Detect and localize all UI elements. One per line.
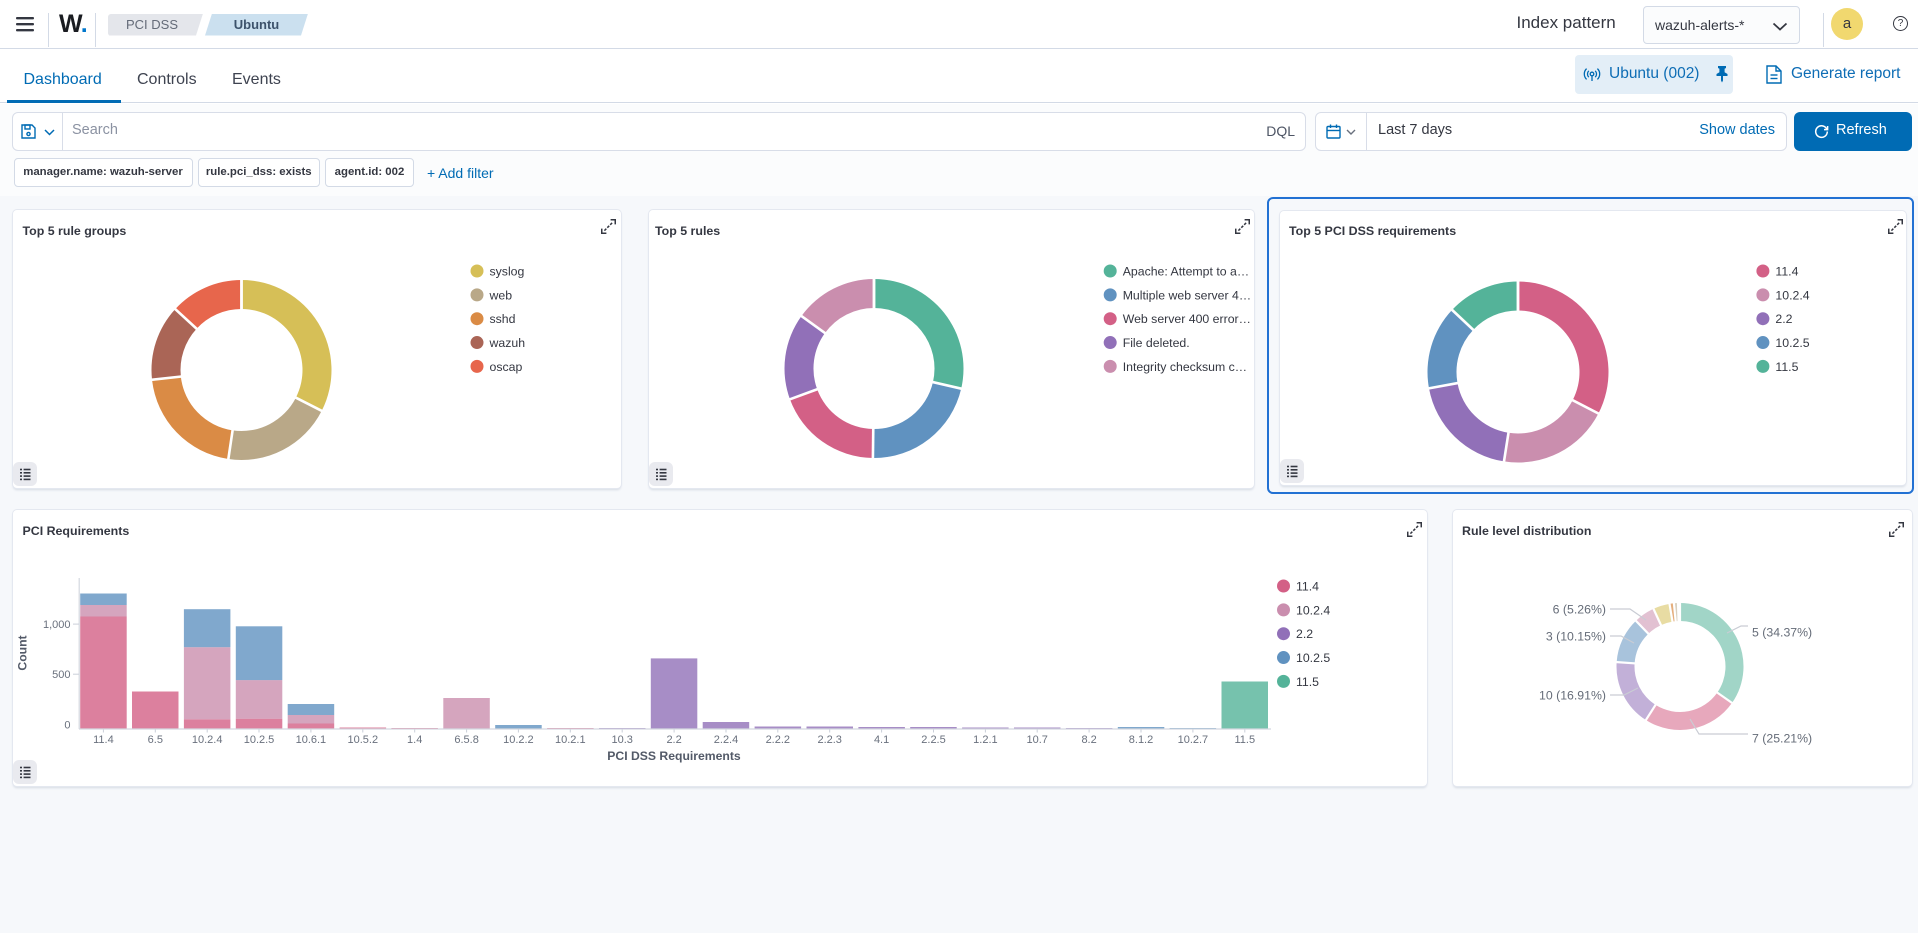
svg-text:1.2.1: 1.2.1 (973, 734, 997, 746)
svg-text:11.4: 11.4 (1296, 580, 1319, 594)
svg-text:6.5.8: 6.5.8 (454, 734, 478, 746)
svg-text:500: 500 (52, 669, 70, 681)
svg-text:wazuh: wazuh (489, 336, 526, 350)
svg-text:10.2.5: 10.2.5 (1296, 651, 1330, 665)
svg-text:10.2.5: 10.2.5 (1775, 336, 1809, 350)
svg-text:8.1.2: 8.1.2 (1129, 734, 1153, 746)
svg-text:2.2: 2.2 (1775, 312, 1792, 326)
svg-text:11.4: 11.4 (1775, 265, 1798, 279)
svg-text:0: 0 (64, 719, 70, 731)
svg-text:PCI DSS Requirements: PCI DSS Requirements (607, 749, 741, 763)
svg-text:10.2.5: 10.2.5 (244, 734, 275, 746)
svg-text:10.2.7: 10.2.7 (1178, 734, 1209, 746)
svg-text:11.5: 11.5 (1775, 360, 1798, 374)
svg-text:File deleted.: File deleted. (1123, 336, 1190, 350)
svg-text:5 (34.37%): 5 (34.37%) (1752, 626, 1812, 640)
svg-text:2.2.4: 2.2.4 (714, 734, 738, 746)
svg-text:6 (5.26%): 6 (5.26%) (1553, 603, 1606, 617)
svg-text:3 (10.15%): 3 (10.15%) (1546, 630, 1606, 644)
svg-text:10.2.4: 10.2.4 (1775, 288, 1809, 302)
svg-text:10.7: 10.7 (1026, 734, 1047, 746)
svg-text:8.2: 8.2 (1081, 734, 1096, 746)
svg-text:1.4: 1.4 (407, 734, 422, 746)
svg-text:10.6.1: 10.6.1 (296, 734, 327, 746)
svg-text:Integrity checksum c…: Integrity checksum c… (1123, 360, 1247, 374)
svg-text:11.4: 11.4 (93, 734, 114, 746)
svg-text:2.2.2: 2.2.2 (766, 734, 790, 746)
svg-text:10.5.2: 10.5.2 (348, 734, 379, 746)
svg-text:11.5: 11.5 (1296, 675, 1319, 689)
svg-text:2.2.3: 2.2.3 (817, 734, 841, 746)
svg-text:oscap: oscap (490, 360, 523, 374)
svg-text:11.5: 11.5 (1235, 734, 1256, 746)
svg-text:Count: Count (16, 635, 30, 670)
svg-text:2.2: 2.2 (666, 734, 681, 746)
svg-text:10 (16.91%): 10 (16.91%) (1539, 689, 1606, 703)
svg-text:1,000: 1,000 (43, 619, 71, 631)
svg-text:syslog: syslog (490, 265, 525, 279)
svg-text:6.5: 6.5 (148, 734, 163, 746)
svg-text:Multiple web server 4…: Multiple web server 4… (1123, 288, 1251, 302)
svg-text:2.2.5: 2.2.5 (921, 734, 945, 746)
svg-text:10.2.4: 10.2.4 (192, 734, 223, 746)
svg-text:10.2.4: 10.2.4 (1296, 603, 1330, 617)
svg-text:Web server 400 error…: Web server 400 error… (1123, 312, 1251, 326)
svg-text:4.1: 4.1 (874, 734, 889, 746)
svg-text:7 (25.21%): 7 (25.21%) (1752, 732, 1812, 746)
svg-text:sshd: sshd (490, 312, 516, 326)
svg-text:10.2.2: 10.2.2 (503, 734, 534, 746)
svg-text:2.2: 2.2 (1296, 627, 1313, 641)
svg-text:10.3: 10.3 (611, 734, 632, 746)
svg-text:10.2.1: 10.2.1 (555, 734, 586, 746)
svg-text:Apache: Attempt to a…: Apache: Attempt to a… (1123, 265, 1249, 279)
svg-text:web: web (489, 288, 513, 302)
